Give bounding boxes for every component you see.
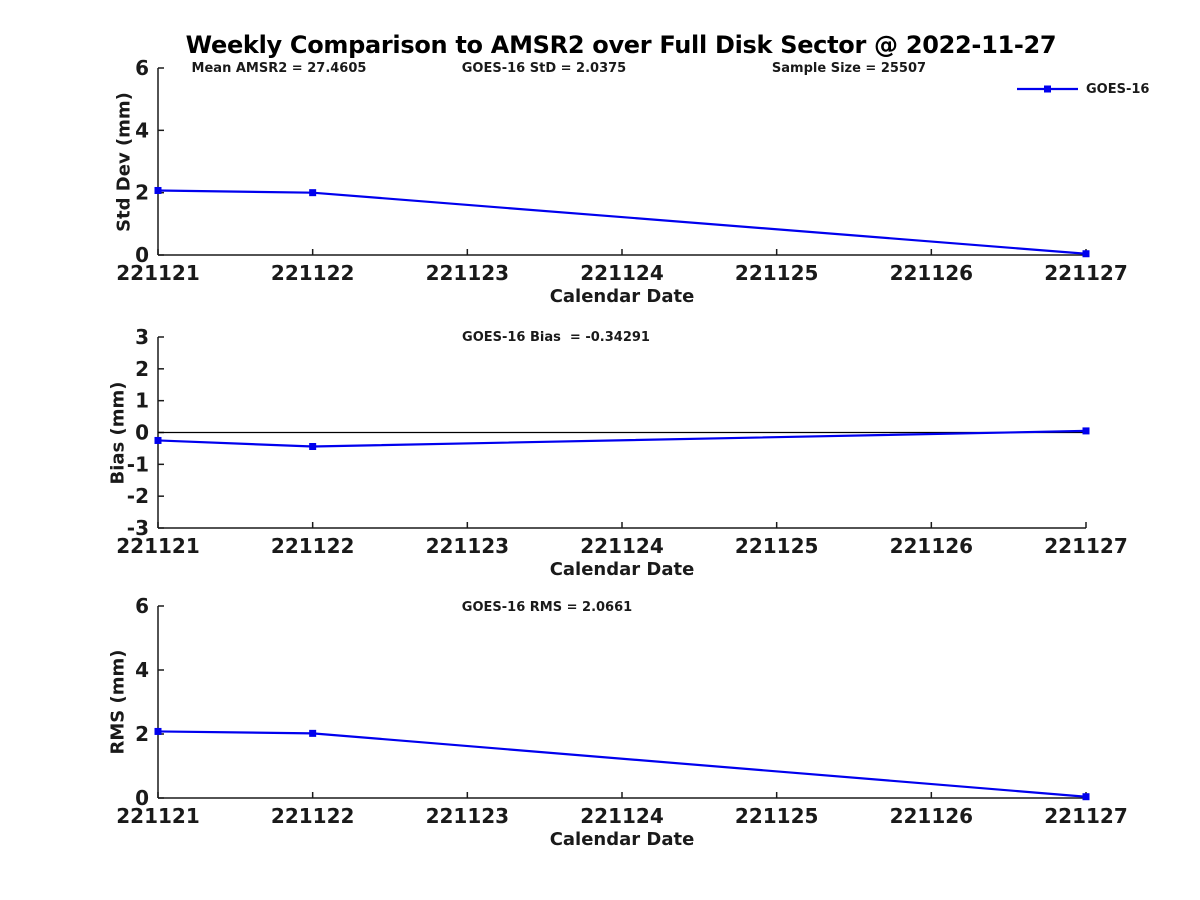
rms-x-tick-label: 221121 <box>116 804 200 828</box>
y-axis-label-stddev: Std Dev (mm) <box>113 92 135 232</box>
annotation-goes16-bias: GOES-16 Bias = -0.34291 <box>462 330 650 345</box>
std-dev-x-tick-label: 221126 <box>890 261 974 285</box>
bias-y-tick-label: 2 <box>135 357 149 381</box>
bias-x-tick-label: 221126 <box>890 534 974 558</box>
x-axis-label-rms: Calendar Date <box>549 829 695 850</box>
rms-x-tick-label: 221125 <box>735 804 819 828</box>
annotation-mean-amsr2: Mean AMSR2 = 27.4605 <box>191 61 367 76</box>
bias-x-tick-label: 221125 <box>735 534 819 558</box>
rms-x-tick-label: 221123 <box>426 804 510 828</box>
bias-data-marker <box>309 443 317 451</box>
std-dev-data-line <box>157 189 1087 255</box>
rms-data-marker <box>1082 793 1090 801</box>
bias-y-tick-label: -3 <box>127 516 149 540</box>
std-dev-x-tick-label: 221122 <box>271 261 355 285</box>
bias-y-tick-label: 3 <box>135 325 149 349</box>
bias-y-tick-label: 1 <box>135 389 149 413</box>
rms-y-tick-label: 6 <box>135 594 149 618</box>
rms-y-tick-label: 4 <box>135 658 149 682</box>
rms-data-marker <box>154 727 162 735</box>
bias-x-tick-label: 221127 <box>1044 534 1128 558</box>
rms-x-tick-label: 221127 <box>1044 804 1128 828</box>
annotation-goes16-std: GOES-16 StD = 2.0375 <box>461 61 627 76</box>
rms-y-tick-label: 2 <box>135 722 149 746</box>
y-axis-label-rms: RMS (mm) <box>107 649 129 755</box>
legend: GOES-16 <box>1016 81 1149 97</box>
bias-data-line <box>157 429 1087 448</box>
legend-line-sample-icon <box>1017 85 1078 93</box>
std-dev-data-marker <box>1082 250 1090 258</box>
bias-y-tick-label: -1 <box>127 452 149 476</box>
rms-data-marker <box>309 729 317 737</box>
std-dev-x-tick-label: 221124 <box>580 261 664 285</box>
bias-data-marker <box>154 436 162 444</box>
annotation-goes16-rms: GOES-16 RMS = 2.0661 <box>461 600 633 615</box>
std-dev-data-marker <box>154 186 162 194</box>
bias-y-tick-label: -2 <box>127 484 149 508</box>
std-dev-x-tick-label: 221125 <box>735 261 819 285</box>
bias-data-marker <box>1082 427 1090 435</box>
rms-y-tick-label: 0 <box>135 786 149 810</box>
rms-data-line <box>157 730 1087 798</box>
bias-x-tick-label: 221121 <box>116 534 200 558</box>
std-dev-x-tick-label: 221121 <box>116 261 200 285</box>
x-axis-label-stddev: Calendar Date <box>549 286 695 307</box>
bias-y-tick-label: 0 <box>135 421 149 445</box>
y-axis-label-bias: Bias (mm) <box>107 381 129 485</box>
bias-x-tick-label: 221123 <box>426 534 510 558</box>
std-dev-y-tick-label: 6 <box>135 56 149 80</box>
std-dev-x-tick-label: 221123 <box>426 261 510 285</box>
std-dev-x-tick-label: 221127 <box>1044 261 1128 285</box>
std-dev-y-tick-label: 4 <box>135 118 149 142</box>
bias-x-tick-label: 221122 <box>271 534 355 558</box>
rms-x-tick-label: 221126 <box>890 804 974 828</box>
legend-label: GOES-16 <box>1086 81 1150 97</box>
bias-x-tick-label: 221124 <box>580 534 664 558</box>
figure-title: Weekly Comparison to AMSR2 over Full Dis… <box>185 31 1057 59</box>
rms-x-tick-label: 221124 <box>580 804 664 828</box>
annotation-sample-size: Sample Size = 25507 <box>771 61 927 76</box>
x-axis-label-bias: Calendar Date <box>549 559 695 580</box>
std-dev-y-tick-label: 0 <box>135 243 149 267</box>
rms-x-tick-label: 221122 <box>271 804 355 828</box>
std-dev-y-tick-label: 2 <box>135 181 149 205</box>
std-dev-data-marker <box>309 189 317 197</box>
